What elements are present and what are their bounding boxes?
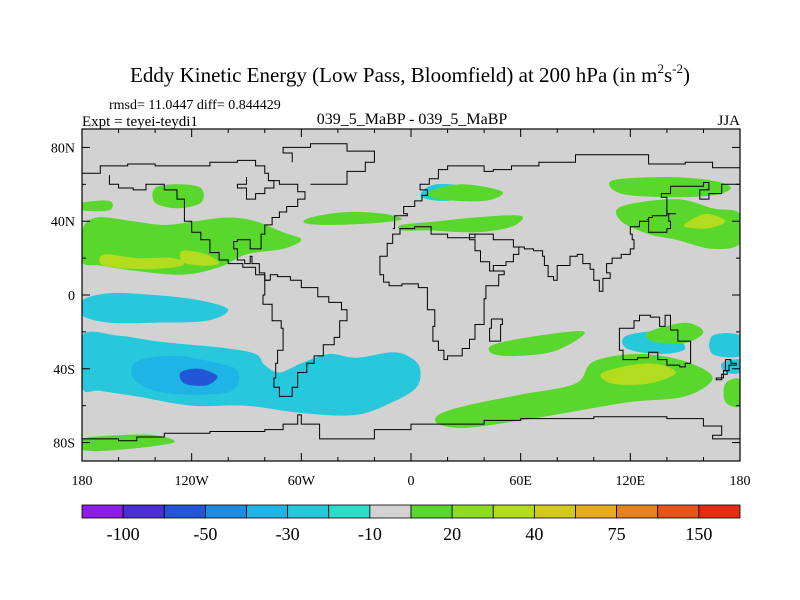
- contour-region-20-11: [152, 184, 204, 209]
- contour-region-20-14: [427, 184, 504, 202]
- y-tick-label: 80N: [51, 141, 75, 156]
- y-tick-label: 80S: [53, 437, 75, 452]
- x-tick-label: 0: [408, 474, 415, 489]
- x-tick-label: 180: [72, 474, 93, 489]
- x-tick-label: 60W: [288, 474, 316, 489]
- contour-region-20-12: [303, 211, 403, 225]
- colorbar-swatch: [287, 504, 330, 519]
- colorbar-swatch: [122, 504, 165, 519]
- colorbar-swatch: [492, 504, 535, 519]
- contour-region-40-8: [99, 254, 185, 270]
- colorbar-swatch: [163, 504, 206, 519]
- colorbar-label: 75: [608, 524, 626, 544]
- colorbar-swatch: [328, 504, 371, 519]
- colorbar-label: 40: [525, 524, 543, 544]
- colorbar-label: -30: [276, 524, 300, 544]
- colorbar-swatch: [410, 504, 453, 519]
- coastline-1: [233, 180, 306, 281]
- contour-region-40-19: [600, 363, 676, 385]
- chart-title: Eddy Kinetic Energy (Low Pass, Bloomfiel…: [130, 61, 690, 87]
- coastline-4: [282, 143, 375, 185]
- coastline-12: [489, 318, 503, 342]
- contour-region-40-9: [179, 250, 220, 266]
- coastline-5: [392, 154, 740, 230]
- coastline-7: [475, 233, 520, 272]
- colorbar-label: 20: [443, 524, 461, 544]
- contour-region-20-13: [397, 215, 523, 233]
- contour-region--10-6: [709, 333, 740, 358]
- x-tick-label: 120E: [616, 474, 646, 489]
- stats-label: rmsd= 11.0447 diff= 0.844429: [109, 98, 281, 113]
- x-tick-label: 60E: [509, 474, 532, 489]
- y-axis: 80N 40N 0 40S 80S: [51, 141, 740, 452]
- contour-region--10-1: [82, 331, 421, 416]
- map-plot: 180 120W 60W 0 60E 120E 180 80N 40N 0 40S 80S: [51, 128, 751, 489]
- colorbar-swatch: [657, 504, 700, 519]
- coastline-9: [618, 314, 692, 368]
- x-axis: 180 120W 60W 0 60E 120E 180: [72, 129, 751, 489]
- contour-region-40-17: [683, 213, 726, 229]
- x-tick-label: 180: [730, 474, 751, 489]
- subtitle-label: 039_5_MaBP - 039_5_MaBP: [317, 111, 508, 128]
- contour-region-20-20: [488, 331, 585, 357]
- colorbar-swatch: [246, 504, 289, 519]
- coastline-3: [262, 274, 348, 397]
- coastline-11: [82, 414, 740, 442]
- colorbar-swatch: [369, 504, 412, 519]
- contour-region-20-15: [608, 177, 731, 198]
- contour-region-20-21: [645, 322, 704, 344]
- coastline-6: [379, 226, 505, 361]
- colorbar-swatch: [533, 504, 576, 519]
- colorbar: -100 -50 -30 -10 20 40 75 150: [81, 504, 741, 544]
- contour-region-20-16: [615, 199, 740, 250]
- colorbar-swatch: [81, 504, 124, 519]
- y-tick-label: 0: [68, 289, 75, 304]
- colorbar-swatch: [451, 504, 494, 519]
- colorbar-label: -50: [193, 524, 217, 544]
- colorbar-label: 150: [685, 524, 712, 544]
- colorbar-label: -100: [107, 524, 140, 544]
- contour-region-20-23: [723, 378, 740, 408]
- colorbar-swatch: [698, 504, 741, 519]
- contour-region-20-10: [82, 200, 113, 212]
- y-tick-label: 40S: [53, 363, 75, 378]
- contour-region--10-0: [82, 292, 229, 324]
- coastline-0: [82, 159, 275, 200]
- coastline-8: [513, 175, 740, 292]
- x-tick-label: 120W: [175, 474, 210, 489]
- coastline-10: [715, 359, 737, 381]
- contour-region--50-3: [179, 368, 218, 386]
- season-label: JJA: [717, 113, 740, 129]
- colorbar-swatch: [204, 504, 247, 519]
- colorbar-swatch: [575, 504, 618, 519]
- colorbar-label: -10: [358, 524, 382, 544]
- colorbar-swatch: [616, 504, 659, 519]
- coastline-2: [108, 175, 266, 281]
- expt-label: Expt = teyei-teydi1: [82, 114, 198, 130]
- contour-fills: [82, 177, 740, 452]
- y-tick-label: 40N: [51, 215, 75, 230]
- coastlines: [82, 143, 740, 442]
- coastline-13: [646, 210, 676, 233]
